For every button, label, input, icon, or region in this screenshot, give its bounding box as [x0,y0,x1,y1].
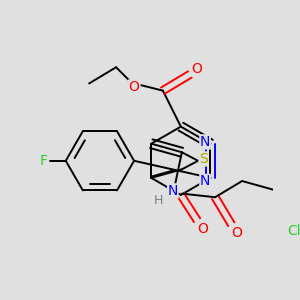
Text: O: O [129,80,140,94]
Text: S: S [199,152,208,166]
Text: N: N [200,175,210,188]
Text: O: O [231,226,242,240]
Text: F: F [39,154,47,168]
Text: Cl: Cl [287,224,300,239]
Text: N: N [200,135,210,149]
Text: O: O [192,62,203,76]
Text: H: H [154,194,163,207]
Text: O: O [197,222,208,236]
Text: N: N [168,184,178,198]
